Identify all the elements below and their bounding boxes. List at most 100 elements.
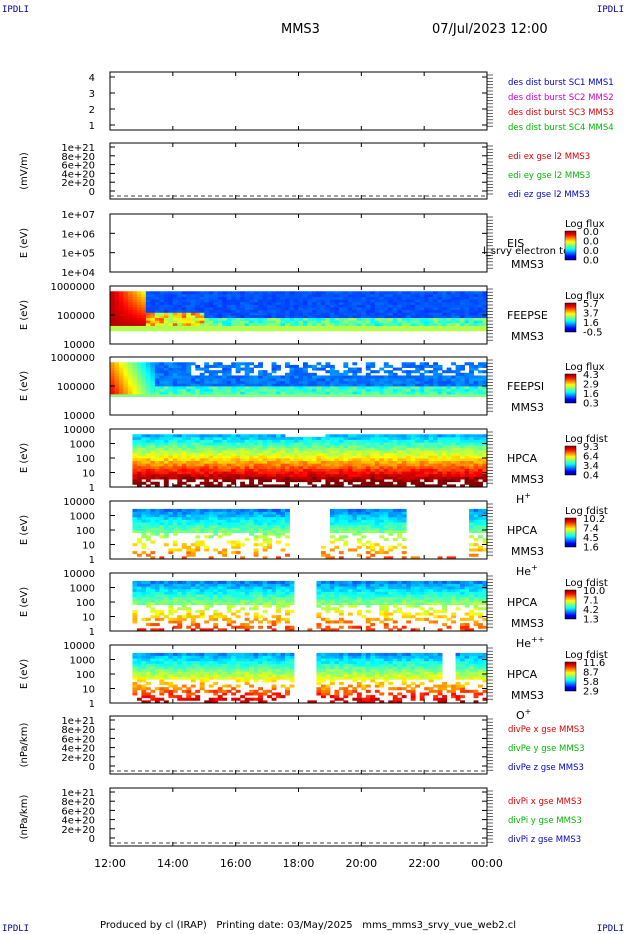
spectrogram-cell — [145, 309, 151, 313]
spectrogram-cell — [231, 444, 237, 448]
spectrogram-cell — [267, 537, 272, 541]
spectrogram-cell — [186, 434, 192, 438]
spectrogram-cell — [141, 524, 147, 528]
spectrogram-cell — [446, 328, 452, 332]
spectrogram-cell — [163, 455, 169, 459]
spectrogram-cell — [410, 388, 416, 392]
spectrogram-cell — [118, 307, 124, 311]
spectrogram-cell — [338, 514, 344, 518]
spectrogram-cell — [213, 588, 219, 592]
spectrogram-cell — [428, 463, 434, 467]
spectrogram-cell — [208, 364, 214, 368]
spectrogram-cell — [392, 447, 398, 451]
spectrogram-cell — [365, 527, 371, 531]
spectrogram-cell — [442, 388, 448, 392]
spectrogram-cell — [442, 439, 448, 443]
spectrogram-cell — [442, 473, 448, 477]
spectrogram-cell — [294, 447, 299, 451]
spectrogram-cell — [136, 468, 142, 472]
spectrogram-cell — [141, 535, 147, 539]
spectrogram-cell — [289, 307, 295, 311]
spectrogram-cell — [235, 362, 241, 366]
spectrogram-cell — [177, 452, 183, 456]
spectrogram-cell — [222, 291, 228, 295]
spectrogram-cell — [446, 556, 452, 560]
spectrogram-cell — [379, 530, 385, 534]
spectrogram-cell — [361, 455, 367, 459]
spectrogram-cell — [356, 514, 362, 518]
spectrogram-cell — [181, 516, 187, 520]
spectrogram-cell — [343, 370, 349, 374]
spectrogram-cell — [307, 465, 313, 469]
spectrogram-cell — [249, 468, 255, 472]
colorbar-tick-label: 2.9 — [583, 380, 599, 391]
spectrogram-cell — [136, 372, 142, 376]
spectrogram-cell — [343, 524, 349, 528]
corner-label-bottom-right: IPDLI — [596, 924, 624, 934]
spectrogram-cell — [442, 370, 448, 374]
spectrogram-cell — [478, 309, 483, 313]
spectrogram-cell — [388, 465, 394, 469]
spectrogram-cell — [195, 540, 201, 544]
spectrogram-cell — [222, 375, 228, 379]
spectrogram-cell — [316, 439, 322, 443]
spectrogram-cell — [136, 463, 142, 467]
spectrogram-cell — [338, 436, 344, 440]
spectrogram-cell — [186, 370, 192, 374]
spectrogram-cell — [235, 511, 241, 515]
colorbar-tick-label: 1.6 — [583, 389, 599, 400]
spectrogram-cell — [132, 378, 138, 382]
spectrogram-cell — [177, 524, 183, 528]
spectrogram-cell — [460, 312, 465, 316]
spectrogram-cell — [415, 468, 421, 472]
spectrogram-cell — [392, 325, 398, 329]
spectrogram-cell — [406, 468, 412, 472]
spectrogram-cell — [397, 468, 403, 472]
spectrogram-cell — [141, 602, 147, 606]
spectrogram-cell — [379, 458, 385, 462]
spectrogram-cell — [190, 444, 196, 448]
spectrogram-cell — [244, 436, 250, 440]
spectrogram-cell — [141, 628, 147, 632]
spectrogram-cell — [285, 543, 290, 547]
spectrogram-cell — [118, 362, 124, 366]
spectrogram-cell — [388, 468, 394, 472]
spectrogram-cell — [361, 315, 367, 319]
spectrogram-cell — [379, 328, 385, 332]
spectrogram-cell — [419, 444, 425, 448]
spectrogram-cell — [181, 309, 187, 313]
spectrogram-cell — [217, 320, 223, 324]
spectrogram-cell — [320, 312, 326, 316]
spectrogram-cell — [437, 460, 443, 464]
spectrogram-cell — [410, 315, 416, 319]
spectrogram-cell — [285, 484, 290, 488]
spectrogram-cell — [311, 322, 317, 326]
spectrogram-cell — [352, 458, 358, 462]
spectrogram-cell — [240, 309, 246, 313]
spectrogram-cell — [469, 296, 474, 300]
spectrogram-cell — [473, 442, 479, 446]
spectrogram-cell — [473, 524, 479, 528]
spectrogram-cell — [235, 370, 241, 374]
spectrogram-cell — [136, 511, 142, 515]
spectrogram-cell — [356, 537, 362, 541]
spectrogram-cell — [473, 439, 479, 443]
spectrogram-cell — [307, 436, 313, 440]
spectrogram-cell — [159, 309, 165, 313]
spectrogram-cell — [195, 473, 201, 477]
spectrogram-cell — [365, 545, 371, 549]
spectrogram-cell — [469, 465, 474, 469]
spectrogram-cell — [356, 367, 362, 371]
spectrogram-cell — [388, 519, 394, 523]
spectrogram-cell — [361, 378, 367, 382]
spectrogram-cell — [370, 524, 376, 528]
spectrogram-cell — [204, 447, 210, 451]
spectrogram-cell — [177, 317, 183, 321]
spectrogram-cell — [235, 439, 241, 443]
spectrogram-cell — [442, 328, 448, 332]
spectrogram-cell — [226, 325, 232, 329]
spectrogram-cell — [271, 450, 277, 454]
spectrogram-cell — [424, 450, 430, 454]
spectrogram-cell — [388, 386, 394, 390]
spectrogram-cell — [172, 519, 178, 523]
